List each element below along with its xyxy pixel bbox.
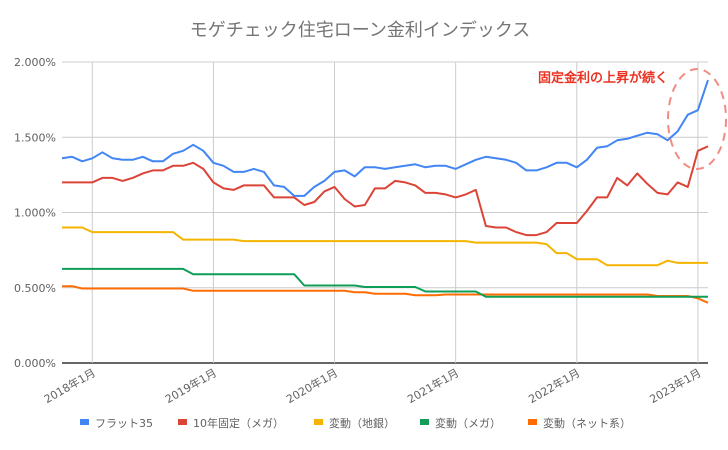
legend-swatch bbox=[528, 419, 537, 425]
legend-item[interactable]: フラット35 bbox=[80, 417, 153, 430]
legend-swatch bbox=[420, 419, 429, 425]
legend-item[interactable]: 変動（メガ） bbox=[420, 416, 501, 430]
gridlines bbox=[62, 61, 708, 364]
chart-title: モゲチェック住宅ローン金利インデックス bbox=[190, 20, 531, 41]
y-tick-label: 0.500% bbox=[14, 282, 56, 295]
y-tick-label: 0.000% bbox=[14, 357, 56, 370]
series-line bbox=[62, 226, 708, 267]
legend-label: フラット35 bbox=[95, 417, 153, 430]
legend-swatch bbox=[80, 419, 89, 425]
legend-item[interactable]: 10年固定（メガ） bbox=[178, 416, 284, 430]
legend-swatch bbox=[178, 419, 187, 425]
legend-label: 10年固定（メガ） bbox=[193, 416, 284, 430]
annotation-text: 固定金利の上昇が続く bbox=[538, 70, 668, 86]
legend-label: 変動（地銀） bbox=[329, 416, 395, 430]
series-line bbox=[62, 267, 708, 298]
legend-item[interactable]: 変動（ネット系） bbox=[528, 416, 631, 430]
x-tick-label: 2021年1月 bbox=[405, 365, 461, 406]
series-line bbox=[61, 79, 709, 197]
legend: フラット35 10年固定（メガ） 変動（地銀） 変動（メガ） 変動（ネット系） bbox=[80, 416, 631, 430]
highlight-ellipse bbox=[667, 68, 727, 170]
series-line bbox=[62, 285, 709, 304]
legend-label: 変動（ネット系） bbox=[543, 416, 631, 430]
series-line bbox=[62, 145, 709, 237]
x-tick-label: 2020年1月 bbox=[284, 365, 340, 406]
y-tick-label: 1.500% bbox=[14, 131, 56, 144]
x-tick-label: 2023年1月 bbox=[647, 365, 703, 406]
series-lines bbox=[61, 79, 709, 304]
y-tick-label: 1.000% bbox=[14, 207, 56, 220]
legend-label: 変動（メガ） bbox=[435, 416, 501, 430]
annotation: 固定金利の上昇が続く bbox=[538, 68, 727, 170]
legend-swatch bbox=[314, 419, 323, 425]
y-tick-label: 2.000% bbox=[14, 56, 56, 69]
x-tick-label: 2022年1月 bbox=[526, 365, 582, 406]
x-axis: 2018年1月 2019年1月 2020年1月 2021年1月 2022年1月 2023年… bbox=[41, 365, 703, 406]
legend-item[interactable]: 変動（地銀） bbox=[314, 416, 395, 430]
x-tick-label: 2018年1月 bbox=[41, 365, 97, 406]
x-tick-label: 2019年1月 bbox=[163, 365, 219, 406]
y-axis: 0.000% 0.500% 1.000% 1.500% 2.000% bbox=[14, 56, 56, 370]
